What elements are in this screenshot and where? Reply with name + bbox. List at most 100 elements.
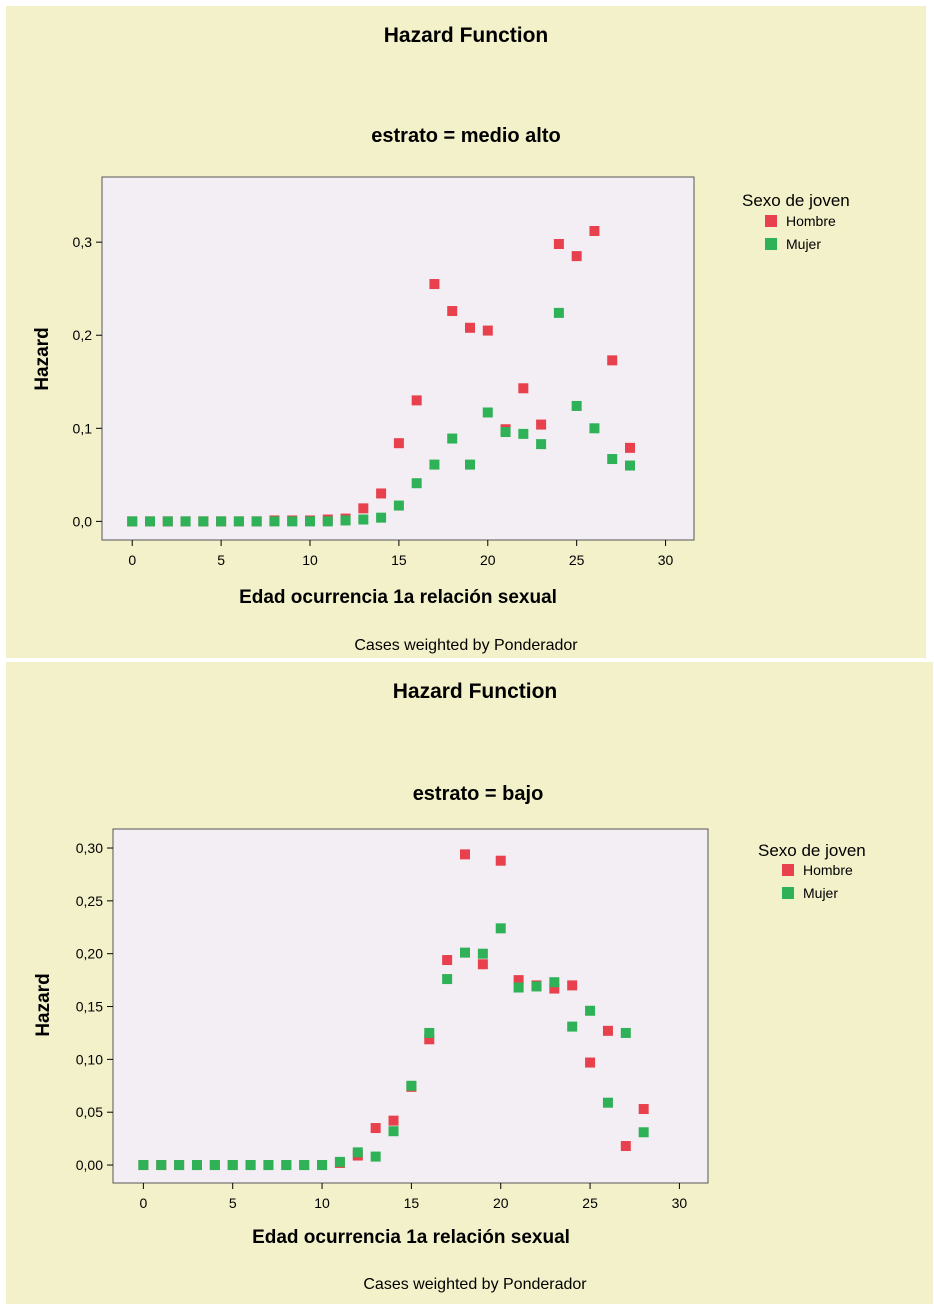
data-point-mujer	[607, 454, 618, 465]
data-point-mujer	[233, 516, 244, 527]
data-point-hombre	[429, 279, 440, 290]
data-point-mujer	[370, 1151, 381, 1162]
data-point-mujer	[340, 515, 351, 526]
data-point-hombre	[370, 1123, 381, 1134]
data-point-mujer	[180, 516, 191, 527]
y-axis-label: Hazard	[33, 973, 54, 1036]
data-point-hombre	[447, 306, 458, 317]
x-tick-label: 25	[582, 1195, 598, 1211]
data-point-hombre	[376, 488, 387, 499]
data-point-hombre	[442, 955, 453, 966]
data-point-mujer	[198, 516, 209, 527]
data-point-hombre	[393, 438, 404, 449]
chart-2: Hazard Function estrato = bajo Hazard Ed…	[33, 680, 866, 1293]
data-point-mujer	[459, 947, 470, 958]
y-axis-label: Hazard	[32, 327, 53, 390]
legend-label-hombre: Hombre	[786, 213, 836, 229]
data-point-mujer	[549, 977, 560, 988]
data-point-hombre	[567, 980, 578, 991]
plot-area	[101, 176, 695, 541]
x-tick-label: 30	[658, 552, 674, 568]
data-point-mujer	[287, 516, 298, 527]
data-point-mujer	[162, 516, 173, 527]
data-point-hombre	[549, 983, 560, 994]
data-point-mujer	[518, 428, 529, 439]
data-point-hombre	[589, 225, 600, 236]
data-point-mujer	[317, 1160, 328, 1171]
legend-swatch-hombre	[782, 864, 794, 876]
y-tick-label: 0,25	[76, 893, 103, 909]
y-tick-label: 0,30	[76, 840, 103, 856]
chart-marks: 0 5 10 15 20 25 30 0,0 0,1 0,2 0,3	[73, 225, 674, 568]
y-tick-label: 0,10	[76, 1051, 103, 1067]
data-point-mujer	[482, 407, 493, 418]
data-point-mujer	[216, 516, 227, 527]
footnote: Cases weighted by Ponderador	[363, 1276, 587, 1293]
data-point-hombre	[553, 239, 564, 250]
footnote: Cases weighted by Ponderador	[354, 637, 578, 654]
data-point-hombre	[571, 251, 582, 262]
data-point-mujer	[209, 1160, 220, 1171]
x-tick-label: 30	[672, 1195, 688, 1211]
data-point-mujer	[406, 1080, 417, 1091]
data-point-mujer	[269, 516, 280, 527]
data-point-mujer	[358, 514, 369, 525]
data-point-mujer	[495, 923, 506, 934]
data-point-mujer	[299, 1160, 310, 1171]
data-point-hombre	[585, 1057, 596, 1068]
data-point-hombre	[607, 355, 618, 366]
data-point-hombre	[638, 1104, 649, 1115]
data-point-mujer	[424, 1027, 435, 1038]
data-point-mujer	[156, 1160, 167, 1171]
data-point-mujer	[393, 500, 404, 511]
data-point-mujer	[585, 1005, 596, 1016]
data-point-mujer	[376, 512, 387, 523]
legend-swatch-mujer	[765, 238, 777, 250]
data-point-mujer	[127, 516, 138, 527]
data-point-mujer	[500, 427, 511, 438]
data-point-mujer	[625, 460, 635, 471]
x-tick-label: 10	[314, 1195, 330, 1211]
x-axis-label: Edad ocurrencia 1a relación sexual	[252, 1227, 570, 1248]
data-point-mujer	[567, 1021, 578, 1032]
data-point-hombre	[358, 503, 369, 514]
data-point-mujer	[638, 1127, 649, 1138]
data-point-hombre	[459, 849, 470, 860]
data-point-mujer	[429, 459, 440, 470]
chart-marks: 0 5 10 15 20 25 30 0,00 0,05 0,10 0,15 0,20 0,25 0,30	[76, 840, 688, 1211]
x-tick-label: 20	[493, 1195, 509, 1211]
data-point-hombre	[620, 1141, 631, 1152]
y-tick-label: 0,0	[73, 513, 93, 529]
chart-1: Hazard Function estrato = medio alto Haz…	[32, 24, 850, 654]
data-point-hombre	[411, 395, 422, 406]
data-point-hombre	[518, 383, 529, 394]
data-point-mujer	[263, 1160, 274, 1171]
chart-title: Hazard Function	[393, 680, 558, 703]
data-point-hombre	[482, 325, 493, 336]
data-point-hombre	[513, 975, 524, 986]
data-point-mujer	[447, 433, 458, 444]
data-point-mujer	[138, 1160, 149, 1171]
legend-title: Sexo de joven	[758, 841, 866, 860]
x-axis-label: Edad ocurrencia 1a relación sexual	[239, 587, 557, 608]
data-point-mujer	[442, 974, 453, 985]
data-point-mujer	[620, 1027, 631, 1038]
data-point-mujer	[411, 478, 422, 489]
data-point-mujer	[245, 1160, 256, 1171]
y-tick-label: 0,00	[76, 1157, 103, 1173]
data-point-mujer	[589, 423, 600, 434]
data-point-mujer	[465, 459, 475, 470]
data-point-mujer	[571, 400, 582, 411]
x-tick-label: 15	[404, 1195, 420, 1211]
data-point-mujer	[322, 516, 333, 527]
plot-area	[112, 828, 709, 1184]
data-point-mujer	[145, 516, 155, 527]
data-point-mujer	[334, 1156, 345, 1167]
data-point-mujer	[477, 948, 488, 959]
x-tick-label: 15	[391, 552, 407, 568]
data-point-mujer	[388, 1126, 399, 1137]
data-point-mujer	[352, 1147, 363, 1158]
legend-swatch-hombre	[765, 215, 777, 227]
data-point-hombre	[602, 1025, 613, 1036]
data-point-mujer	[251, 516, 262, 527]
